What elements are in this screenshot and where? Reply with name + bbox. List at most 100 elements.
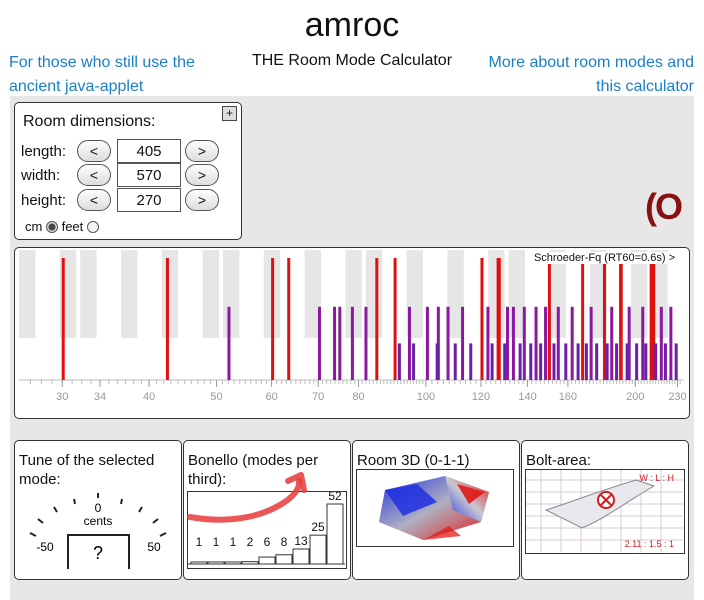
mode-bar-oblique[interactable]	[397, 343, 401, 380]
length-decrease-button[interactable]: <	[77, 140, 111, 162]
bonello-bar[interactable]	[207, 561, 225, 565]
width-increase-button[interactable]: >	[185, 164, 219, 186]
mode-bar-tangential[interactable]	[544, 306, 548, 380]
mode-bar-oblique[interactable]	[576, 343, 580, 380]
mode-bar-oblique[interactable]	[552, 343, 556, 380]
mode-bar-axial[interactable]	[547, 258, 551, 380]
mode-bar-tangential[interactable]	[350, 306, 354, 380]
mode-bar-oblique[interactable]	[564, 343, 568, 380]
mode-bar-tangential[interactable]	[338, 306, 342, 380]
tune-panel: Tune of the selected mode: 0 cents -50 5…	[14, 440, 182, 580]
mode-bar-oblique[interactable]	[644, 343, 648, 380]
spectrum-tick-label: 40	[143, 391, 155, 403]
mode-bar-oblique[interactable]	[605, 343, 609, 380]
mode-bar-tangential[interactable]	[589, 306, 593, 380]
mode-bar-tangential[interactable]	[641, 306, 645, 380]
bolt-area-graph[interactable]: W : L : H 2.11 : 1.5 : 1	[525, 469, 685, 554]
mode-bar-tangential[interactable]	[436, 306, 440, 380]
mode-bar-tangential[interactable]	[511, 306, 515, 380]
mode-bar-tangential[interactable]	[505, 306, 509, 380]
mode-bar-axial[interactable]	[287, 258, 291, 380]
unit-feet-radio[interactable]	[86, 221, 99, 233]
bonello-bar[interactable]	[190, 561, 208, 565]
mode-bar-axial[interactable]	[393, 258, 397, 380]
length-increase-button[interactable]: >	[185, 140, 219, 162]
mode-bar-oblique[interactable]	[663, 343, 667, 380]
mode-bar-axial[interactable]	[602, 258, 606, 380]
mode-bar-oblique[interactable]	[453, 343, 457, 380]
about-room-modes-link[interactable]: More about room modes and this calculato…	[488, 54, 694, 95]
mode-bar-oblique[interactable]	[529, 343, 533, 380]
mode-bar-tangential[interactable]	[534, 306, 538, 380]
mode-bar-tangential[interactable]	[486, 306, 490, 380]
mode-bar-oblique[interactable]	[625, 343, 629, 380]
bonello-bar[interactable]	[275, 554, 293, 565]
mode-bar-oblique[interactable]	[539, 343, 543, 380]
spectrum-tick-label: 30	[56, 391, 68, 403]
mode-bar-axial[interactable]	[165, 258, 169, 380]
mode-bar-oblique[interactable]	[490, 343, 494, 380]
piano-key-bg	[549, 250, 566, 338]
mode-bar-axial[interactable]	[497, 258, 501, 380]
mode-bar-oblique[interactable]	[584, 343, 588, 380]
bonello-bar[interactable]	[258, 556, 276, 565]
height-input[interactable]: 270	[117, 188, 181, 212]
mode-bar-tangential[interactable]	[570, 306, 574, 380]
piano-key-bg	[223, 250, 240, 338]
mode-bar-tangential[interactable]	[446, 306, 450, 380]
mode-bar-tangential[interactable]	[669, 306, 673, 380]
mode-bar-axial[interactable]	[649, 258, 653, 380]
bonello-bar-label: 8	[281, 535, 288, 549]
bonello-bar[interactable]	[326, 503, 344, 565]
height-increase-button[interactable]: >	[185, 189, 219, 211]
bonello-bar[interactable]	[309, 534, 327, 565]
mode-bar-oblique[interactable]	[654, 343, 658, 380]
mode-bar-axial[interactable]	[581, 258, 585, 380]
mode-bar-tangential[interactable]	[610, 306, 614, 380]
mode-bar-tangential[interactable]	[522, 306, 526, 380]
mode-bar-oblique[interactable]	[674, 343, 678, 380]
room-3d-view[interactable]	[356, 469, 514, 547]
mode-bar-axial[interactable]	[61, 258, 65, 380]
bonello-graph-frame[interactable]: 1 1 1 2 6 8 13 25 52	[187, 489, 347, 569]
mode-bar-oblique[interactable]	[615, 343, 619, 380]
bonello-bar[interactable]	[224, 561, 242, 565]
mode-bar-oblique[interactable]	[595, 343, 599, 380]
bonello-bar[interactable]	[241, 561, 259, 565]
spectrum-tick-label: 60	[265, 391, 277, 403]
mode-spectrum-chart[interactable]: 30 34 40 50 60 70 80 100 120 140 160 200 230	[15, 248, 688, 417]
mode-bar-oblique[interactable]	[412, 343, 416, 380]
length-input[interactable]: 405	[117, 139, 181, 163]
height-decrease-button[interactable]: <	[77, 189, 111, 211]
mode-bar-axial[interactable]	[375, 258, 379, 380]
mode-bar-axial[interactable]	[619, 258, 623, 380]
mode-bar-tangential[interactable]	[407, 306, 411, 380]
unit-cm-radio[interactable]	[45, 221, 58, 233]
mode-spectrum-panel[interactable]: 30 34 40 50 60 70 80 100 120 140 160 200 230 Schroed…	[14, 247, 690, 419]
width-decrease-button[interactable]: <	[77, 164, 111, 186]
mode-bar-tangential[interactable]	[364, 306, 368, 380]
mode-bar-tangential[interactable]	[627, 306, 631, 380]
mode-bar-axial[interactable]	[652, 258, 656, 380]
bonello-bar[interactable]	[292, 548, 310, 565]
spectrum-tick-label: 140	[518, 391, 536, 403]
expand-plus-icon[interactable]: +	[222, 106, 237, 121]
mode-bar-axial[interactable]	[480, 258, 484, 380]
mode-bar-oblique[interactable]	[435, 343, 439, 380]
mode-bar-axial[interactable]	[271, 258, 275, 380]
mode-bar-oblique[interactable]	[518, 343, 522, 380]
mode-bar-oblique[interactable]	[635, 343, 639, 380]
mode-bar-tangential[interactable]	[425, 306, 429, 380]
mode-bar-tangential[interactable]	[659, 306, 663, 380]
width-input[interactable]: 570	[117, 163, 181, 187]
mode-bar-tangential[interactable]	[333, 306, 337, 380]
mode-bar-tangential[interactable]	[556, 306, 560, 380]
mode-bar-oblique[interactable]	[503, 343, 507, 380]
mode-bar-tangential[interactable]	[461, 306, 465, 380]
java-applet-link[interactable]: For those who still use the ancient java…	[9, 54, 195, 95]
mode-bar-tangential[interactable]	[227, 306, 231, 380]
mode-bar-oblique[interactable]	[469, 343, 473, 380]
mode-bar-tangential[interactable]	[317, 306, 321, 380]
width-label: width:	[21, 167, 61, 184]
